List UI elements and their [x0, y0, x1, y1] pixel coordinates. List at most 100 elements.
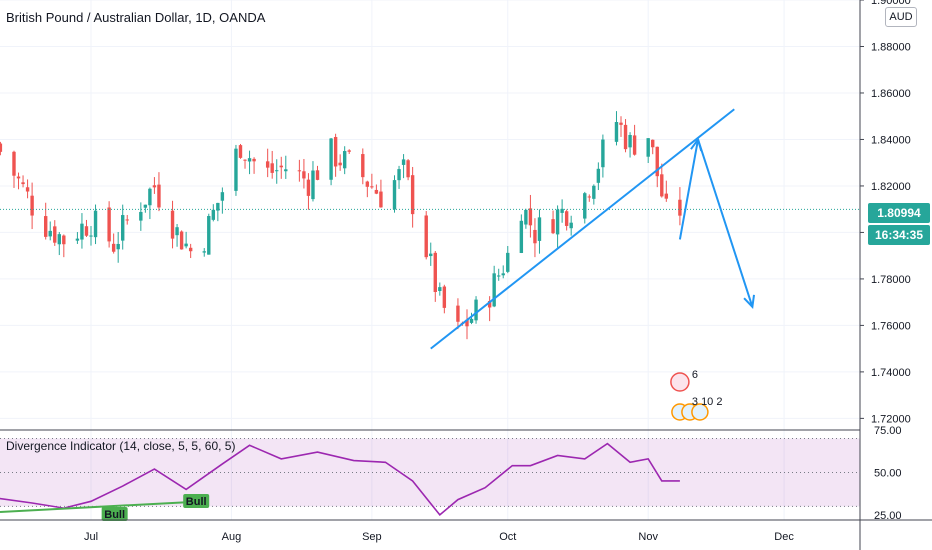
candle-body	[21, 182, 25, 185]
candle-body	[623, 124, 628, 150]
candle-body	[252, 158, 256, 162]
candle-body	[469, 318, 474, 323]
candle-body	[0, 143, 3, 152]
candle-body	[655, 146, 659, 177]
candle-body	[179, 231, 184, 250]
candle-body	[62, 235, 66, 245]
candle-body	[370, 186, 374, 188]
indicator-title: Divergence Indicator (14, close, 5, 5, 6…	[6, 439, 236, 453]
price-axis-label: 1.72000	[871, 413, 911, 425]
candle-body	[361, 154, 365, 178]
candle-body	[429, 253, 433, 257]
candle-body	[342, 151, 347, 169]
candle-body	[188, 247, 193, 252]
candle-body	[170, 210, 175, 239]
bull-label-box	[183, 494, 210, 508]
candle-body	[111, 243, 116, 252]
candle-body	[537, 217, 542, 241]
candle-body	[524, 209, 528, 225]
trendline[interactable]	[430, 108, 735, 350]
candle-body	[392, 180, 397, 210]
candle-body	[397, 169, 401, 181]
bull-label: Bull	[186, 496, 207, 508]
price-axis-label: 1.90000	[871, 0, 911, 7]
price-axis-label: 1.86000	[871, 88, 911, 100]
candle-body	[243, 159, 247, 161]
candle-body	[211, 209, 216, 220]
candle-body	[406, 160, 410, 178]
candle-body	[465, 319, 469, 327]
price-axis-label: 1.88000	[871, 41, 911, 53]
time-axis-label: Jul	[84, 531, 98, 543]
candle-body	[456, 305, 460, 322]
candle-body	[619, 122, 623, 125]
candle-body	[234, 148, 238, 191]
price-axis-label: 1.82000	[871, 181, 911, 193]
candle-body	[632, 135, 637, 155]
candle-body	[247, 158, 252, 162]
au-event-counts: 3 10 2	[692, 396, 723, 408]
candle-body	[279, 165, 283, 168]
candle-body	[306, 179, 311, 196]
candle-body	[284, 169, 288, 172]
candle-body	[175, 227, 179, 236]
candle-body	[560, 208, 564, 213]
candle-body	[152, 185, 157, 188]
candle-body	[107, 207, 111, 242]
candle-body	[528, 208, 533, 226]
candle-body	[329, 138, 333, 180]
candle-body	[157, 184, 161, 208]
candle-body	[614, 122, 619, 142]
candle-body	[401, 159, 406, 165]
uk-event-count: 6	[692, 369, 698, 381]
currency-badge[interactable]: AUD	[885, 7, 917, 27]
candle-body	[57, 234, 61, 245]
price-axis-label: 1.78000	[871, 274, 911, 286]
candle-body	[410, 175, 415, 215]
bull-divergence-line	[0, 500, 204, 513]
candle-body	[48, 230, 52, 237]
candle-body	[347, 150, 351, 152]
candle-body	[12, 151, 16, 176]
indicator-axis-label: 75.00	[874, 425, 902, 437]
candle-body	[53, 226, 57, 243]
candle-body	[148, 188, 152, 206]
projection-arrow[interactable]	[678, 139, 754, 308]
candle-body	[84, 226, 89, 236]
candle-body	[651, 139, 655, 148]
candle-body	[116, 243, 120, 250]
candle-body	[487, 300, 492, 308]
candle-body	[44, 216, 48, 237]
candle-body	[302, 171, 306, 179]
candle-body	[220, 192, 225, 201]
candle-body	[80, 223, 84, 240]
uk-flag-icon[interactable]	[670, 372, 690, 392]
candle-body	[519, 220, 524, 253]
candle-body	[433, 252, 437, 293]
candle-body	[270, 163, 274, 173]
candle-body	[497, 275, 501, 277]
time-axis-label: Nov	[638, 531, 658, 543]
candle-body	[333, 136, 338, 167]
arrow-head-down	[743, 294, 755, 309]
candle-body	[596, 168, 601, 183]
candle-body	[601, 139, 605, 168]
candle-body	[297, 170, 302, 172]
candle-body	[93, 210, 98, 238]
candle-body	[646, 138, 650, 157]
candle-body	[501, 273, 505, 276]
candle-body	[311, 170, 315, 200]
candle-body	[265, 161, 270, 168]
candle-body	[628, 134, 632, 148]
candle-body	[533, 229, 537, 244]
candle-body	[442, 286, 447, 308]
last-price-tag: 1.80994	[868, 203, 930, 223]
candle-body	[506, 252, 510, 272]
candle-body	[474, 299, 478, 321]
candle-body	[587, 196, 591, 198]
candle-body	[216, 202, 220, 211]
au-flag-icon[interactable]	[691, 403, 709, 421]
candle-body	[564, 211, 569, 226]
time-axis-label: Dec	[774, 531, 794, 543]
